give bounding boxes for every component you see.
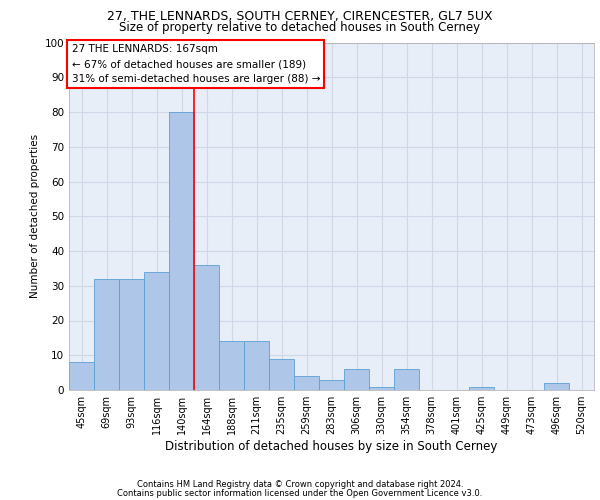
Bar — [544, 383, 569, 390]
Bar — [169, 112, 194, 390]
X-axis label: Distribution of detached houses by size in South Cerney: Distribution of detached houses by size … — [166, 440, 497, 453]
Text: Contains HM Land Registry data © Crown copyright and database right 2024.: Contains HM Land Registry data © Crown c… — [137, 480, 463, 489]
Text: 27, THE LENNARDS, SOUTH CERNEY, CIRENCESTER, GL7 5UX: 27, THE LENNARDS, SOUTH CERNEY, CIRENCES… — [107, 10, 493, 23]
Bar — [219, 342, 244, 390]
Text: Contains public sector information licensed under the Open Government Licence v3: Contains public sector information licen… — [118, 488, 482, 498]
Text: 27 THE LENNARDS: 167sqm
← 67% of detached houses are smaller (189)
31% of semi-d: 27 THE LENNARDS: 167sqm ← 67% of detache… — [71, 44, 320, 84]
Bar — [294, 376, 319, 390]
Bar — [244, 342, 269, 390]
Bar — [194, 265, 219, 390]
Bar — [469, 386, 494, 390]
Y-axis label: Number of detached properties: Number of detached properties — [31, 134, 40, 298]
Bar — [144, 272, 169, 390]
Bar — [319, 380, 344, 390]
Bar — [119, 279, 144, 390]
Text: Size of property relative to detached houses in South Cerney: Size of property relative to detached ho… — [119, 21, 481, 34]
Bar — [69, 362, 94, 390]
Bar — [269, 358, 294, 390]
Bar — [94, 279, 119, 390]
Bar — [369, 386, 394, 390]
Bar — [344, 369, 369, 390]
Bar — [394, 369, 419, 390]
